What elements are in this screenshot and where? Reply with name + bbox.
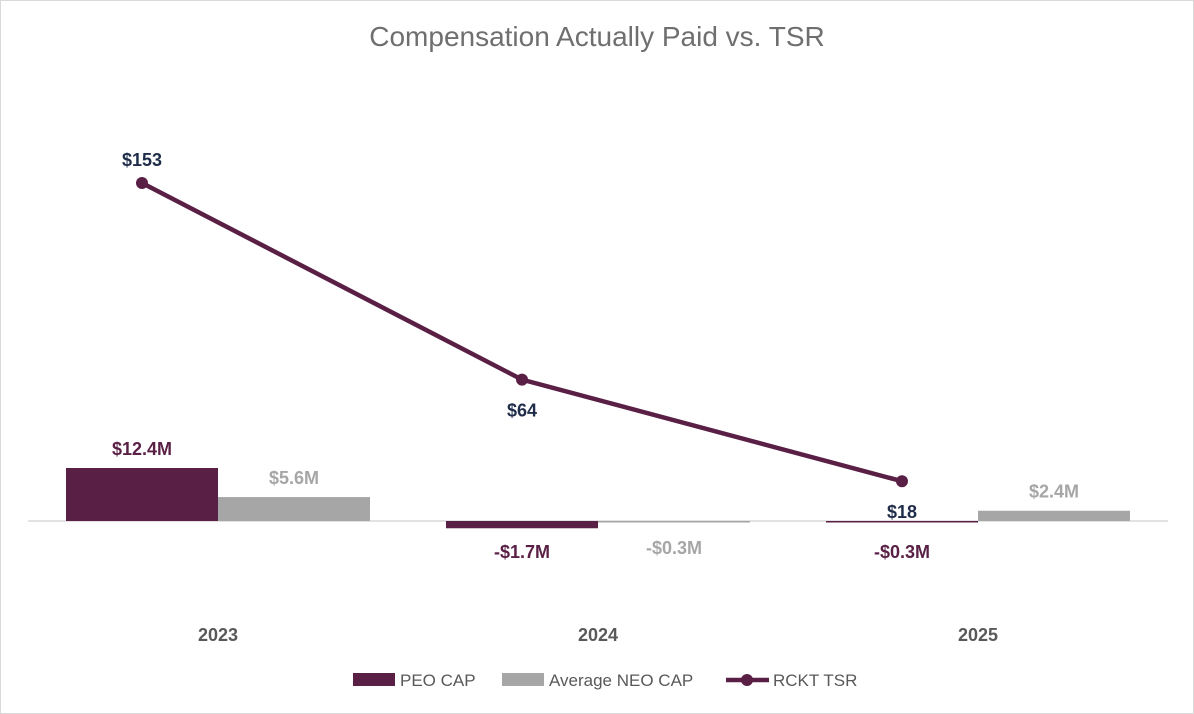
data-label-average-neo-cap-2023: $5.6M bbox=[269, 468, 319, 488]
x-tick-label-2023: 2023 bbox=[198, 625, 238, 645]
tsr-marker-2025 bbox=[896, 475, 908, 488]
legend-swatch-average-neo-cap bbox=[502, 673, 544, 686]
tsr-line bbox=[140, 181, 903, 484]
tsr-marker-2023 bbox=[136, 177, 148, 189]
line-layer bbox=[136, 177, 908, 488]
bar-average-neo-cap-2024 bbox=[598, 521, 750, 523]
legend-swatch-rckt-tsr-marker bbox=[741, 674, 753, 686]
x-tick-label-2025: 2025 bbox=[958, 625, 998, 645]
data-label-peo-cap-2024: -$1.7M bbox=[494, 542, 550, 562]
legend-label-peo-cap: PEO CAP bbox=[400, 671, 476, 690]
data-label-average-neo-cap-2024: -$0.3M bbox=[646, 538, 702, 558]
chart-title: Compensation Actually Paid vs. TSR bbox=[369, 21, 825, 52]
data-label-average-neo-cap-2025: $2.4M bbox=[1029, 482, 1079, 502]
data-label-rckt-tsr-2024: $64 bbox=[507, 401, 537, 421]
bar-peo-cap-2025 bbox=[826, 521, 978, 523]
data-label-peo-cap-2023: $12.4M bbox=[112, 439, 172, 459]
legend-label-rckt-tsr: RCKT TSR bbox=[773, 671, 857, 690]
label-layer: $12.4M $5.6M -$1.7M -$0.3M -$0.3M $2.4M $153 $6… bbox=[112, 150, 1079, 562]
axis-layer: 2023 2024 2025 bbox=[28, 520, 1168, 645]
legend-label-average-neo-cap: Average NEO CAP bbox=[549, 671, 693, 690]
x-tick-label-2024: 2024 bbox=[578, 625, 618, 645]
bar-average-neo-cap-2025 bbox=[978, 510, 1130, 521]
legend-layer: PEO CAP Average NEO CAP RCKT TSR bbox=[353, 671, 857, 690]
data-label-rckt-tsr-2023: $153 bbox=[122, 150, 162, 170]
bar-peo-cap-2023 bbox=[66, 468, 218, 521]
bar-layer bbox=[66, 468, 1130, 529]
tsr-marker-2024 bbox=[516, 373, 528, 386]
bar-average-neo-cap-2023 bbox=[218, 497, 370, 521]
data-label-peo-cap-2025: -$0.3M bbox=[874, 542, 930, 562]
data-label-rckt-tsr-2025: $18 bbox=[887, 502, 917, 522]
legend-swatch-peo-cap bbox=[353, 673, 395, 686]
bar-peo-cap-2024 bbox=[446, 521, 598, 529]
